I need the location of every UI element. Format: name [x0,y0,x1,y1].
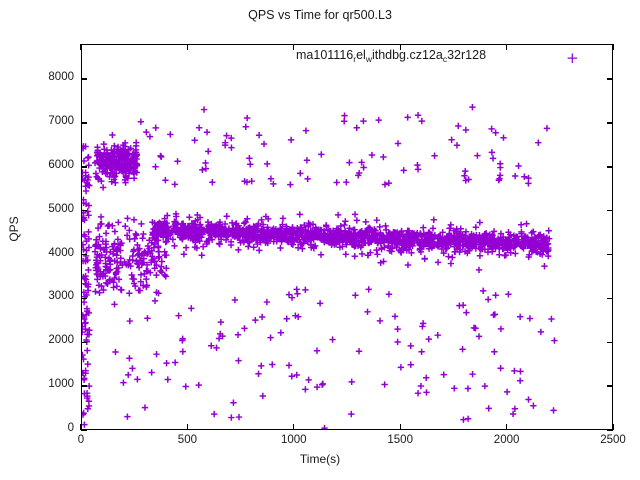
y-tick-label: 2000 [48,334,74,347]
y-tick-label: 4000 [48,246,74,259]
data-point-markers [82,103,558,429]
y-tick-mark [607,297,613,300]
y-tick-mark [607,253,613,256]
y-tick-mark [81,429,87,431]
y-tick-mark [607,166,613,168]
x-tick-mark [505,44,508,50]
x-tick-mark [612,424,614,430]
legend-series-name: ma101116relwithdbg.cz12ac32r128 [296,48,487,64]
y-tick-mark [81,385,87,387]
x-tick-label: 1500 [387,434,413,446]
y-tick-label: 0 [67,422,74,434]
x-tick-mark [505,424,508,430]
x-tick-label: 500 [177,434,197,446]
x-tick-mark [80,424,82,430]
y-tick-mark [81,122,87,124]
x-tick-label: 2500 [600,434,626,446]
x-tick-mark [186,424,189,430]
x-tick-label: 2000 [493,434,520,446]
plot-area [81,44,613,430]
x-axis-title: Time(s) [299,452,341,466]
x-tick-mark [293,424,295,430]
legend-marker-plus-icon: + [566,49,579,67]
y-tick-mark [607,78,613,80]
y-tick-mark [607,122,613,124]
chart-title: QPS vs Time for qr500.L3 [248,8,392,22]
y-tick-mark [607,209,613,212]
y-tick-mark [81,297,87,300]
y-tick-label: 1000 [48,378,74,391]
x-tick-mark [293,44,295,50]
y-tick-mark [81,341,87,343]
scatter-points [82,103,558,429]
y-tick-mark [81,166,87,168]
y-tick-mark [81,253,87,256]
y-tick-mark [607,429,613,431]
y-tick-mark [81,209,87,212]
y-tick-label: 6000 [48,158,74,171]
y-tick-mark [81,78,87,80]
y-tick-mark [607,341,613,343]
y-tick-label: 5000 [48,202,74,215]
x-tick-mark [612,44,614,50]
x-tick-mark [80,44,82,50]
y-tick-label: 3000 [48,290,74,303]
x-tick-label: 1000 [281,434,307,446]
y-tick-label: 8000 [48,71,74,84]
x-tick-mark [186,44,189,50]
y-tick-mark [607,385,613,387]
x-tick-mark [399,424,401,430]
legend-label: ma101116relwithdbg.cz12ac32r128 [296,48,487,64]
y-tick-label: 7000 [48,114,74,127]
x-tick-mark [399,44,401,50]
x-tick-label: 0 [77,434,85,446]
